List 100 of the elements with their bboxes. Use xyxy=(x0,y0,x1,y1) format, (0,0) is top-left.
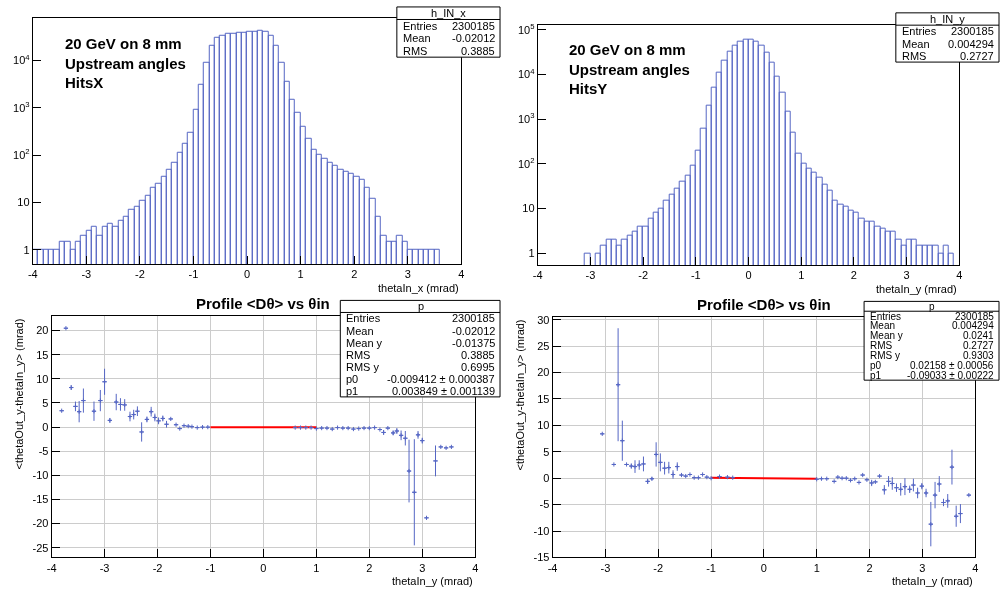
y-tick-label: -25 xyxy=(32,541,49,554)
y-tick-label: 10$^{4}$ xyxy=(517,66,536,81)
annotation: Mean y xyxy=(870,330,903,341)
annotation: 0.0241 xyxy=(963,330,995,341)
x-tick-label: -1 xyxy=(706,561,716,574)
y-tick-label: -15 xyxy=(533,551,550,564)
annotation: 20 GeV on 8 mm Upstream angles HitsY xyxy=(569,41,690,97)
chart-title: Profile <Dθ> vs θin xyxy=(196,295,330,312)
y-tick-label: -20 xyxy=(32,517,49,530)
x-tick-label: 0 xyxy=(760,561,767,574)
x-tick-label: 3 xyxy=(919,561,926,574)
annotation: 20 GeV on 8 mm Upstream angles HitsX xyxy=(65,35,186,91)
annotation: 0.6995 xyxy=(461,361,495,373)
x-axis-title: thetaIn_x (mrad) xyxy=(378,282,459,294)
y-tick-label: -5 xyxy=(38,445,49,458)
annotation: Entries xyxy=(346,312,381,324)
annotation: p1 xyxy=(346,385,359,397)
y-tick-label: 10$^{2}$ xyxy=(13,147,30,161)
y-tick-label: 20 xyxy=(537,366,550,379)
y-tick-label: 10$^{3}$ xyxy=(517,111,535,126)
y-tick-label: 10 xyxy=(17,196,30,209)
annotation: p0 xyxy=(870,360,882,371)
text: 0.2727 xyxy=(960,50,994,62)
y-tick-label: 10 xyxy=(522,202,535,215)
x-tick-label: 4 xyxy=(972,561,979,574)
y-tick-label: 15 xyxy=(537,392,550,405)
x-tick-label: 1 xyxy=(813,561,820,574)
annotation: 0.2727 xyxy=(963,340,995,351)
y-tick-label: 5 xyxy=(543,445,550,458)
annotation: h_IN_y xyxy=(930,13,966,25)
annotation: RMS xyxy=(346,349,371,361)
annotation: RMS y xyxy=(870,350,900,361)
y-tick-label: 10$^{5}$ xyxy=(517,21,535,36)
x-tick-label: -4 xyxy=(532,269,543,282)
y-tick-label: -10 xyxy=(533,524,550,537)
annotation: p1 xyxy=(870,370,882,381)
annotation: 2300185 xyxy=(452,20,495,32)
y-tick-label: 15 xyxy=(36,348,49,361)
x-tick-label: 4 xyxy=(472,561,479,574)
y-tick-label: 30 xyxy=(537,313,550,326)
y-tick-label: 5 xyxy=(42,396,49,409)
annotation: 0.3885 xyxy=(461,349,495,361)
annotation: 0.003849 ± 0.001139 xyxy=(392,385,496,397)
x-tick-label: 1 xyxy=(798,269,805,282)
x-tick-label: 2 xyxy=(866,561,873,574)
annotation: 0.02158 ± 0.00056 xyxy=(910,360,994,371)
y-tick-label: -15 xyxy=(32,493,49,506)
x-tick-label: 2 xyxy=(351,268,358,281)
chart-title: Profile <Dθ> vs θin xyxy=(697,296,831,313)
x-tick-label: 3 xyxy=(903,269,910,282)
annotation: -0.009412 ± 0.000387 xyxy=(387,373,495,385)
x-axis-title: thetaIn_y (mrad) xyxy=(892,575,973,587)
annotation: -0.02012 xyxy=(452,325,496,337)
x-tick-label: -4 xyxy=(27,268,38,281)
annotation: h_IN_x xyxy=(431,7,467,19)
annotation: 0.004294 xyxy=(952,320,995,331)
x-axis-title: thetaIn_y (mrad) xyxy=(876,283,957,295)
x-tick-label: 1 xyxy=(297,268,304,281)
x-tick-label: 2 xyxy=(366,561,373,574)
x-tick-label: -4 xyxy=(46,561,57,574)
y-tick-label: 10$^{2}$ xyxy=(517,156,535,170)
x-tick-label: -2 xyxy=(638,269,649,282)
annotation: 2300185 xyxy=(951,25,994,37)
text: p xyxy=(929,301,935,312)
x-tick-label: 2 xyxy=(850,269,857,282)
x-tick-label: -4 xyxy=(547,561,558,574)
y-tick-label: 10 xyxy=(36,372,49,385)
text: p xyxy=(418,300,425,312)
x-axis-title: thetaIn_y (mrad) xyxy=(392,575,473,587)
annotation: -0.01375 xyxy=(452,337,496,349)
annotation: RMS y xyxy=(346,361,380,373)
y-tick-label: 0 xyxy=(42,420,49,433)
annotation: 0.9303 xyxy=(963,350,995,361)
x-tick-label: -3 xyxy=(600,561,611,574)
y-tick-label: 25 xyxy=(537,340,550,353)
y-tick-label: 1 xyxy=(528,247,535,260)
y-tick-label: 10 xyxy=(537,419,550,432)
annotation: RMS xyxy=(870,340,893,351)
y-tick-label: -5 xyxy=(539,498,550,511)
y-tick-label: -10 xyxy=(32,469,49,482)
x-tick-label: -2 xyxy=(135,268,145,281)
x-tick-label: -1 xyxy=(188,268,199,281)
x-tick-label: 3 xyxy=(419,561,426,574)
x-tick-label: -3 xyxy=(81,268,92,281)
annotation: -0.09033 ± 0.00222 xyxy=(907,370,995,381)
annotation: 2300185 xyxy=(955,311,995,322)
x-tick-label: -2 xyxy=(152,561,163,574)
x-tick-label: 4 xyxy=(956,269,963,282)
x-tick-label: 0 xyxy=(745,269,752,282)
y-tick-label: 20 xyxy=(36,324,49,337)
y-tick-label: 0 xyxy=(543,472,550,485)
annotation: Mean xyxy=(403,32,431,44)
annotation: RMS xyxy=(902,50,927,62)
annotation: Entries xyxy=(902,25,937,37)
x-tick-label: 0 xyxy=(243,268,251,281)
y-axis-title: <thetaOut_y-thetaIn_y> (mrad) xyxy=(514,319,527,471)
annotation: 0.3885 xyxy=(461,45,495,57)
annotation: 2300185 xyxy=(452,312,495,324)
y-tick-label: 1 xyxy=(23,243,30,256)
x-tick-label: -3 xyxy=(585,269,596,282)
